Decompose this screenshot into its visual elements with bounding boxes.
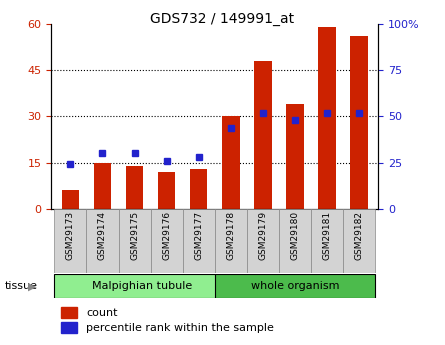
Text: GSM29181: GSM29181 xyxy=(323,211,332,260)
Text: whole organism: whole organism xyxy=(251,282,339,291)
Bar xyxy=(318,27,336,209)
Bar xyxy=(286,104,303,209)
Text: tissue: tissue xyxy=(4,282,37,291)
Bar xyxy=(350,37,368,209)
Bar xyxy=(150,209,182,273)
Bar xyxy=(61,322,77,333)
Text: GSM29175: GSM29175 xyxy=(130,211,139,260)
Bar xyxy=(61,307,77,318)
Bar xyxy=(126,166,143,209)
Text: GSM29176: GSM29176 xyxy=(162,211,171,260)
Bar xyxy=(158,172,175,209)
Bar xyxy=(54,209,86,273)
Bar xyxy=(215,209,247,273)
Text: count: count xyxy=(86,308,118,318)
Bar xyxy=(190,169,207,209)
Text: GSM29178: GSM29178 xyxy=(226,211,235,260)
Bar xyxy=(61,190,79,209)
Text: percentile rank within the sample: percentile rank within the sample xyxy=(86,323,275,333)
Bar xyxy=(118,209,150,273)
Text: GSM29174: GSM29174 xyxy=(98,211,107,260)
Text: Malpighian tubule: Malpighian tubule xyxy=(93,282,193,291)
Text: GSM29173: GSM29173 xyxy=(66,211,75,260)
Text: ▶: ▶ xyxy=(28,282,36,291)
Bar xyxy=(54,274,231,298)
Text: GDS732 / 149991_at: GDS732 / 149991_at xyxy=(150,12,295,26)
Bar xyxy=(311,209,343,273)
Bar xyxy=(215,274,375,298)
Bar xyxy=(86,209,118,273)
Bar xyxy=(279,209,311,273)
Text: GSM29182: GSM29182 xyxy=(355,211,364,260)
Bar xyxy=(182,209,215,273)
Bar xyxy=(247,209,279,273)
Bar xyxy=(343,209,375,273)
Text: GSM29179: GSM29179 xyxy=(258,211,267,260)
Text: GSM29177: GSM29177 xyxy=(194,211,203,260)
Bar xyxy=(222,117,239,209)
Bar xyxy=(254,61,271,209)
Bar xyxy=(93,162,111,209)
Text: GSM29180: GSM29180 xyxy=(291,211,299,260)
